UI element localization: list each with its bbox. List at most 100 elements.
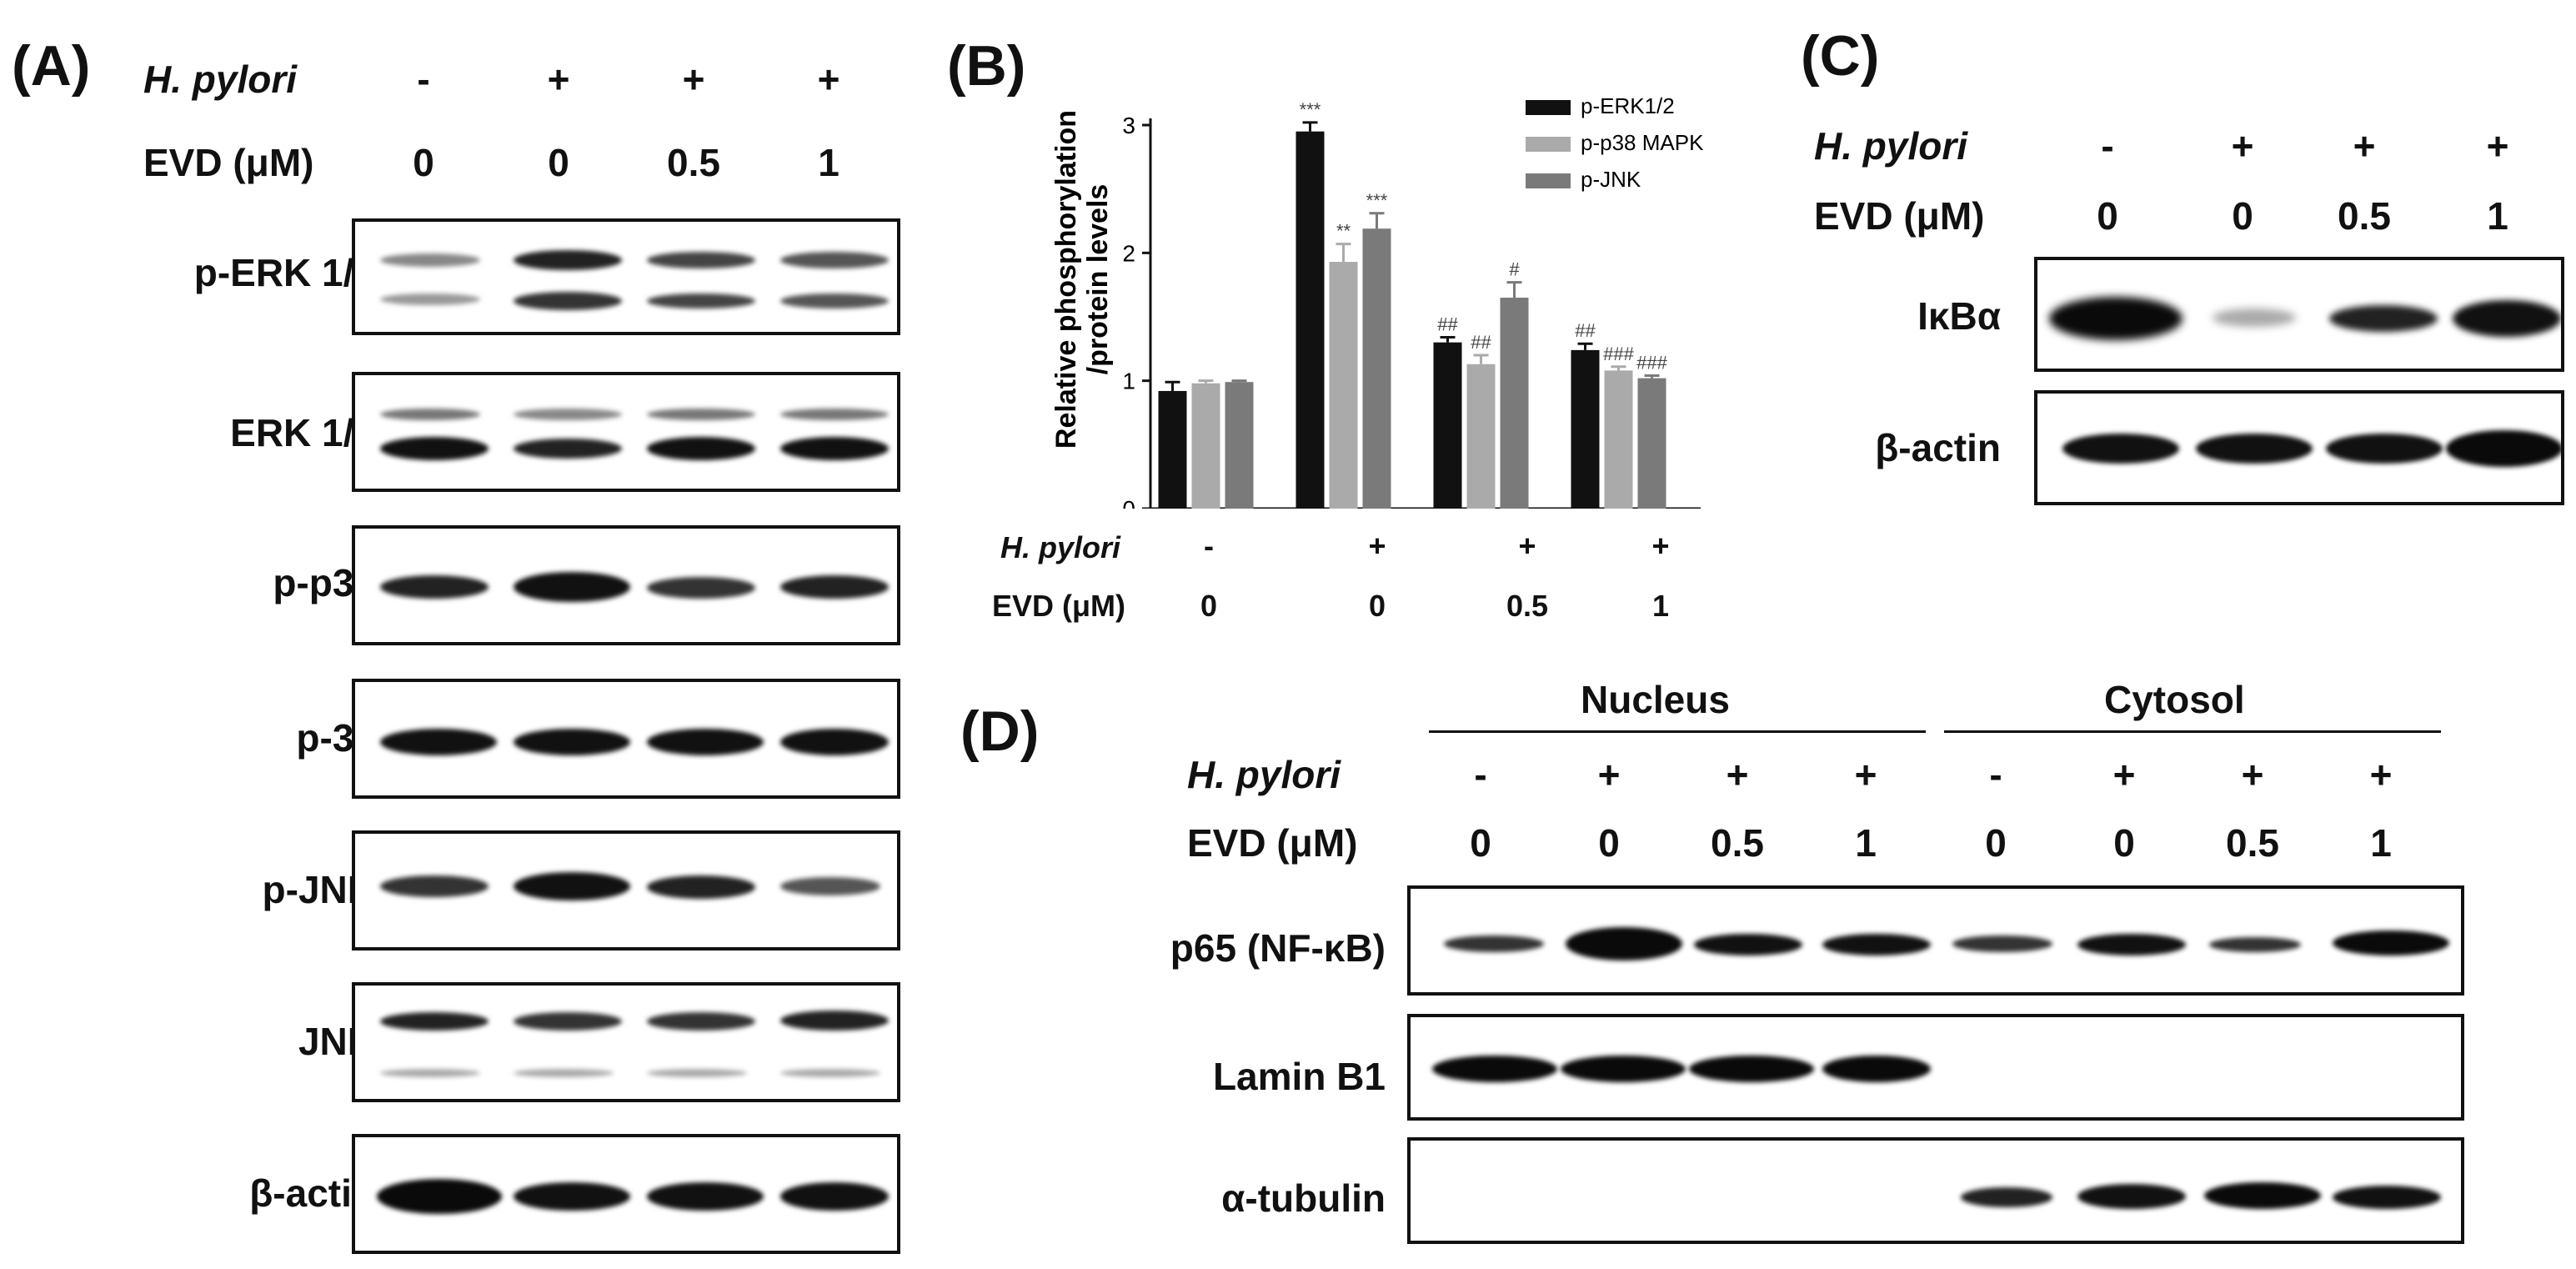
blot-label-ikba: IκBα	[1917, 294, 2001, 338]
band	[2077, 934, 2186, 956]
band	[1952, 935, 2052, 952]
blot-lamin-b1	[1407, 1014, 2464, 1121]
blot-p-38	[352, 679, 900, 799]
band	[1444, 935, 1544, 952]
blot-label-p-erk: p-ERK 1/2	[193, 251, 375, 294]
dose-d-7: 0.5	[2226, 821, 2279, 865]
panel-letter-c: (C)	[1801, 24, 1880, 88]
band	[780, 575, 889, 599]
bar	[1362, 228, 1391, 509]
treatment-a-2: +	[547, 58, 570, 101]
dose-d-4: 1	[1855, 821, 1877, 865]
treatment-d-8: +	[2369, 753, 2393, 796]
band	[380, 1069, 480, 1077]
band	[2209, 937, 2301, 952]
blot-jnk	[352, 982, 900, 1102]
band	[1694, 934, 1802, 956]
treatment-label-a: H. pylori	[143, 58, 298, 101]
band	[2333, 1186, 2441, 1209]
band	[780, 729, 889, 755]
blot-p-jnk	[352, 830, 900, 950]
dose-a-2: 0	[548, 141, 569, 184]
dose-d-2: 0	[1598, 821, 1620, 865]
legend-swatch	[1526, 137, 1571, 152]
band	[1566, 927, 1682, 961]
band	[647, 875, 755, 899]
treatment-b-2: +	[1368, 529, 1386, 563]
band	[380, 293, 480, 305]
band	[780, 1182, 889, 1211]
treatment-d-2: +	[1597, 753, 1621, 796]
treatment-c-3: +	[2353, 124, 2376, 168]
band	[514, 1012, 622, 1031]
band	[647, 577, 755, 599]
band	[2446, 430, 2561, 467]
band	[647, 1012, 755, 1031]
significance-label: #	[1509, 259, 1520, 280]
band	[647, 252, 755, 268]
treatment-d-7: +	[2241, 753, 2264, 796]
band	[2326, 434, 2443, 464]
legend-label: p-p38 MAPK	[1581, 130, 1704, 155]
dose-c-4: 1	[2487, 194, 2508, 238]
dose-label-c: EVD (μM)	[1814, 194, 1985, 238]
bar	[1500, 298, 1529, 509]
y-tick-label: 3	[1122, 113, 1135, 138]
blot-label-erk: ERK 1/2	[230, 411, 375, 454]
band	[2062, 434, 2179, 464]
significance-label: ##	[1437, 314, 1458, 335]
band	[780, 252, 889, 268]
treatment-c-2: +	[2231, 124, 2254, 168]
dose-d-6: 0	[2113, 821, 2135, 865]
blot-erk	[352, 372, 900, 492]
bar	[1158, 390, 1187, 509]
treatment-a-4: +	[817, 58, 840, 101]
band	[514, 439, 622, 459]
bar	[1466, 364, 1496, 509]
treatment-d-5: -	[1989, 753, 2002, 796]
dose-d-3: 0.5	[1711, 821, 1764, 865]
legend-label: p-JNK	[1581, 167, 1641, 192]
band	[380, 1012, 489, 1031]
band	[514, 250, 622, 270]
dose-c-3: 0.5	[2338, 194, 2391, 238]
band	[1561, 1056, 1686, 1082]
dose-d-5: 0	[1985, 821, 2007, 865]
blot-label-beta-actin-c: β-actin	[1875, 426, 2001, 469]
band	[647, 437, 755, 460]
treatment-d-6: +	[2112, 753, 2136, 796]
band	[780, 409, 889, 420]
dose-b-2: 0	[1368, 589, 1386, 623]
bar	[1637, 378, 1666, 509]
blot-p-p38	[352, 525, 900, 645]
band	[647, 409, 755, 420]
blot-ikba	[2034, 257, 2564, 372]
treatment-a-1: -	[417, 58, 430, 101]
y-tick-label: 1	[1122, 369, 1135, 394]
band	[647, 293, 755, 308]
band	[514, 1069, 614, 1077]
dose-a-3: 0.5	[667, 141, 720, 184]
significance-label: ###	[1603, 344, 1634, 364]
band	[780, 877, 880, 895]
treatment-d-1: -	[1474, 753, 1487, 796]
band	[780, 1069, 880, 1077]
group-label-cytosol: Cytosol	[2104, 678, 2245, 721]
band	[380, 575, 489, 599]
dose-d-1: 0	[1470, 821, 1491, 865]
band	[2196, 434, 2313, 464]
significance-label: **	[1336, 221, 1351, 242]
dose-c-2: 0	[2232, 194, 2253, 238]
band	[377, 1179, 502, 1214]
panel-letter-a: (A)	[12, 34, 91, 98]
bar	[1604, 370, 1633, 509]
chart-ylabel-2: /protein levels	[1082, 184, 1114, 375]
dose-label-a: EVD (μM)	[143, 141, 314, 184]
blot-beta-actin-c	[2034, 390, 2564, 505]
treatment-label-b: H. pylori	[1000, 530, 1121, 564]
blot-p-erk	[352, 218, 900, 335]
dose-c-1: 0	[2097, 194, 2118, 238]
band	[647, 729, 764, 755]
treatment-b-4: +	[1651, 529, 1670, 563]
band	[514, 292, 622, 310]
